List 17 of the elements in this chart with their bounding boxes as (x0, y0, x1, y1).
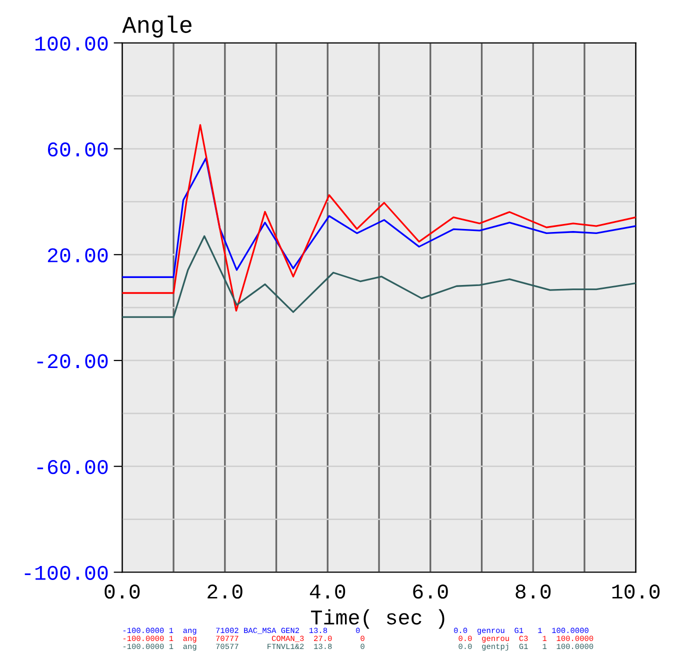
chart-title: Angle (122, 16, 192, 38)
line-series (122, 124, 636, 312)
y-tick-label: -20.00 (37, 354, 108, 368)
y-tick-label: -60.00 (37, 460, 108, 474)
y-tick-label: 20.00 (48, 248, 108, 262)
x-tick-label: 6.0 (413, 584, 448, 599)
x-tick-label: 10.0 (612, 584, 660, 599)
x-tick-label: 0.0 (104, 584, 140, 599)
y-tick-label: 100.00 (35, 36, 108, 51)
y-tick-label: -100.00 (24, 566, 108, 580)
line-series (122, 157, 636, 278)
x-tick-label: 8.0 (516, 584, 551, 599)
x-tick-label: 4.0 (310, 584, 346, 599)
line-series (122, 235, 636, 318)
x-tick-label: 2.0 (208, 584, 242, 599)
y-tick-label: 60.00 (48, 142, 108, 157)
x-axis-title: Time( sec ) (311, 609, 444, 629)
